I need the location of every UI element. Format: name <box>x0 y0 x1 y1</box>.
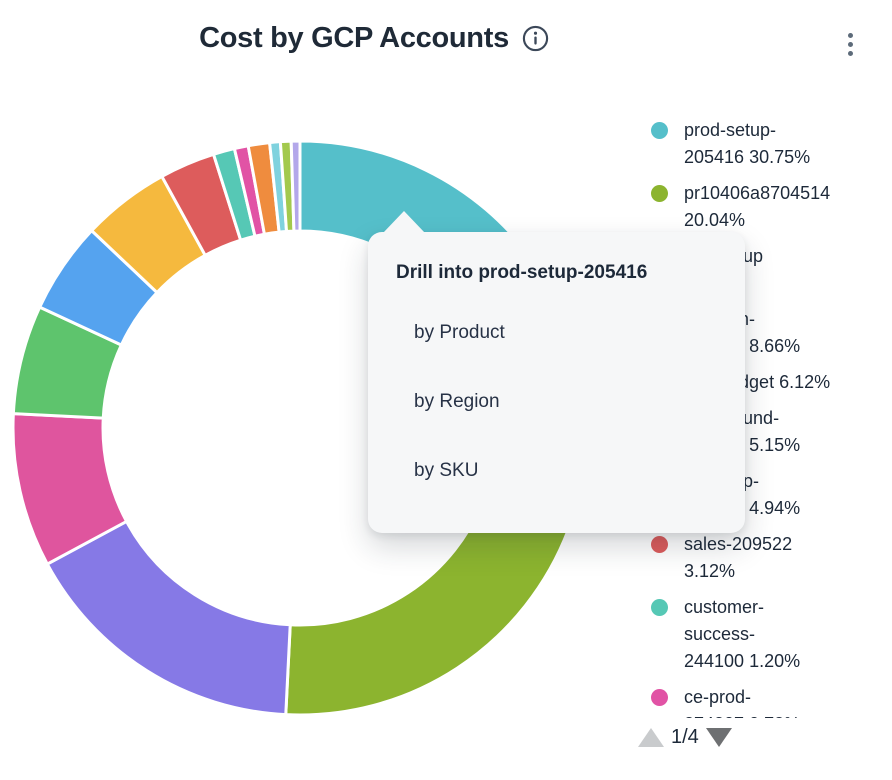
legend-bullet-icon <box>651 599 668 616</box>
legend-item-prod-setup-205416[interactable]: prod-setup- 205416 30.75% <box>645 117 892 171</box>
legend-item-pr10406a8704514[interactable]: pr10406a8704514 20.04% <box>645 180 892 234</box>
popup-caret <box>383 211 425 233</box>
legend-label: customer-success- 244100 1.20% <box>684 597 801 671</box>
legend-label: prod-setup- 205416 30.75% <box>684 120 811 167</box>
popup-menu-item-by-sku[interactable]: by SKU <box>414 460 479 481</box>
legend-bullet-icon <box>651 122 668 139</box>
donut-slice-dev-setup[interactable] <box>45 519 292 717</box>
card-header: Cost by GCP Accounts <box>0 22 748 55</box>
legend-bullet-icon <box>651 185 668 202</box>
legend-label: sales-209522 3.12% <box>684 534 793 581</box>
legend-pagination: 1/4 <box>638 726 732 749</box>
chart-title: Cost by GCP Accounts <box>199 22 509 54</box>
page-up-icon[interactable] <box>638 728 664 747</box>
kebab-menu-icon[interactable] <box>838 27 862 61</box>
popup-menu: by Product by Region by SKU <box>368 322 745 482</box>
legend-bullet-icon <box>651 689 668 706</box>
legend-item-customer-success-244100[interactable]: customer-success- 244100 1.20% <box>645 594 892 675</box>
popup-title: Drill into prod-setup-205416 <box>396 262 648 283</box>
info-icon[interactable] <box>522 25 549 52</box>
page-down-icon[interactable] <box>705 728 732 747</box>
drilldown-popup: Drill into prod-setup-205416 by Product b… <box>368 232 745 533</box>
popup-menu-item-by-region[interactable]: by Region <box>414 391 500 412</box>
legend-label: ce-prod-274307 0.78% <box>684 687 800 718</box>
legend-item-ce-prod-274307[interactable]: ce-prod-274307 0.78% <box>645 684 892 718</box>
page-indicator: 1/4 <box>671 726 699 748</box>
legend-bullet-icon <box>651 536 668 553</box>
donut-slice-sliver-14[interactable] <box>289 139 302 233</box>
popup-menu-item-by-product[interactable]: by Product <box>414 322 505 343</box>
legend-label: pr10406a8704514 20.04% <box>684 183 831 230</box>
legend-item-sales-209522[interactable]: sales-209522 3.12% <box>645 531 892 585</box>
